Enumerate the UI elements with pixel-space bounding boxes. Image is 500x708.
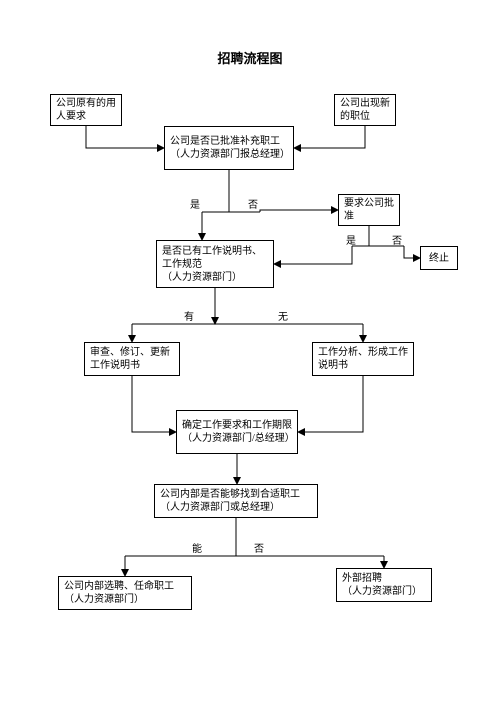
flowchart-canvas: 招聘流程图 公司原有的用人要求 公司出现新的职位 公司是否已批准补充职工（人力资… xyxy=(0,0,500,708)
node-approved: 公司是否已批准补充职工（人力资源部门报总经理） xyxy=(164,126,294,170)
label-yes1: 是 xyxy=(190,196,200,211)
node-analysis: 工作分析、形成工作说明书 xyxy=(312,342,414,376)
node-external-recruit: 外部招聘 （人力资源部门） xyxy=(336,568,432,602)
node-requirements: 确定工作要求和工作期限（人力资源部门/总经理） xyxy=(176,410,298,454)
node-internal-pick: 公司内部选聘、任命职工（人力资源部门） xyxy=(58,576,192,610)
page-title: 招聘流程图 xyxy=(0,48,500,67)
label-can: 能 xyxy=(192,540,202,555)
label-have: 有 xyxy=(184,308,194,323)
label-yes2: 是 xyxy=(346,232,356,247)
node-review: 审查、修订、更新工作说明书 xyxy=(84,342,180,376)
node-has-doc: 是否已有工作说明书、工作规范 （人力资源部门） xyxy=(156,240,274,288)
label-no2: 否 xyxy=(392,232,402,247)
node-ask-approve: 要求公司批准 xyxy=(338,194,400,226)
label-none: 无 xyxy=(278,308,288,323)
label-no1: 否 xyxy=(248,196,258,211)
node-new-position: 公司出现新的职位 xyxy=(334,94,396,126)
node-stop: 终止 xyxy=(420,246,458,270)
node-internal-check: 公司内部是否能够找到合适职工（人力资源部门或总经理） xyxy=(154,484,318,518)
node-original-demand: 公司原有的用人要求 xyxy=(50,94,122,126)
label-cannot: 否 xyxy=(254,540,264,555)
